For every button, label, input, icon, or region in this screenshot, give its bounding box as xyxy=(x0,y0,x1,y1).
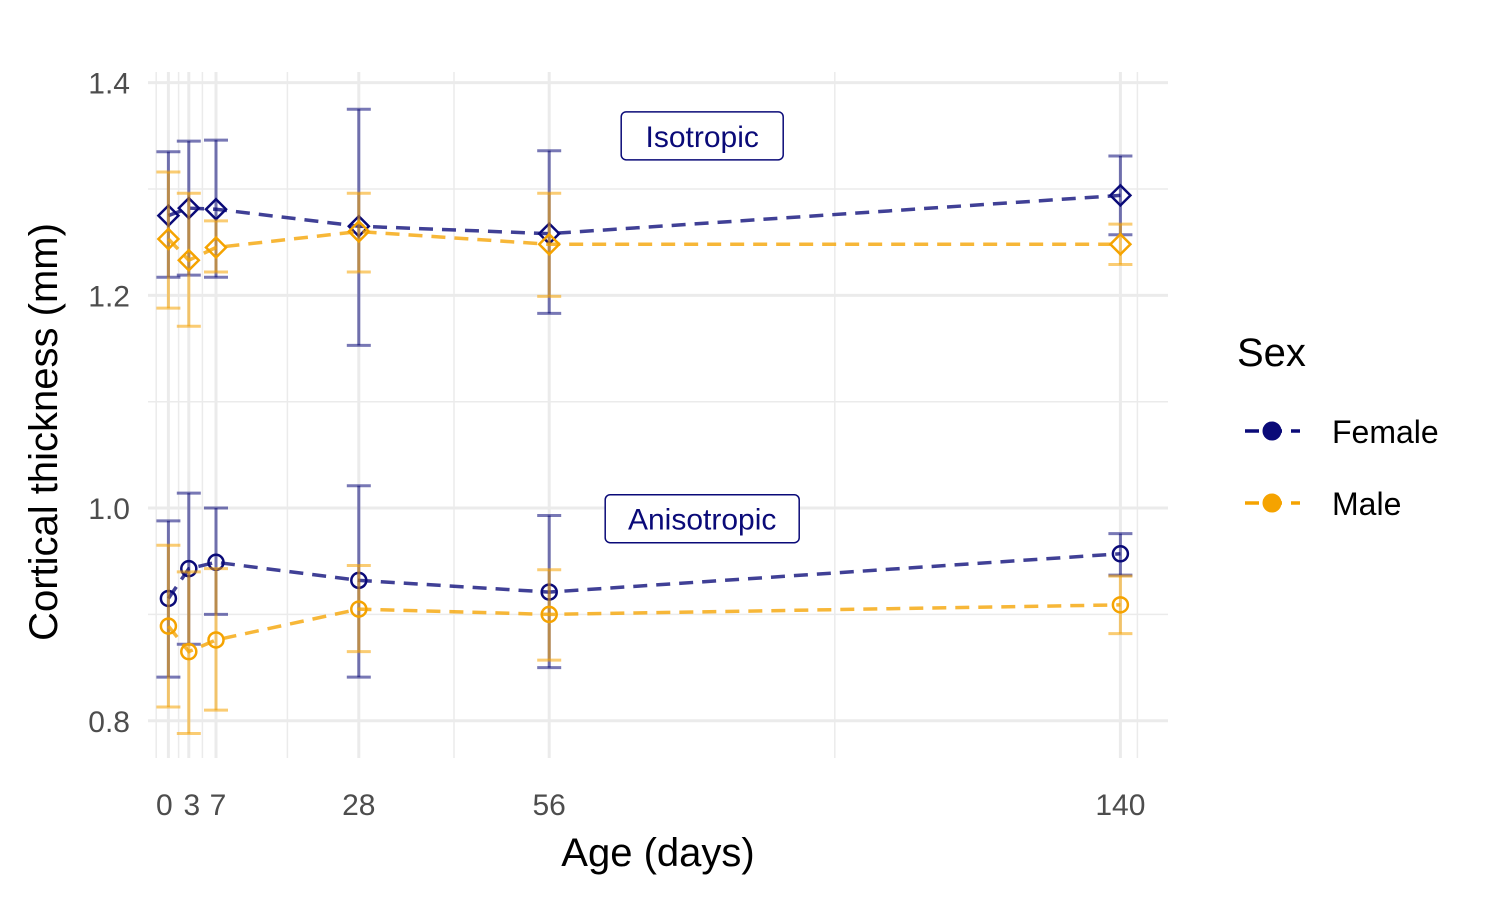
y-axis-title: Cortical thickness (mm) xyxy=(22,223,66,641)
data-point xyxy=(347,219,371,244)
series-line xyxy=(167,603,1121,654)
legend-title: Sex xyxy=(1237,331,1306,375)
legend-key-point xyxy=(1262,493,1282,513)
x-axis-title: Age (days) xyxy=(561,831,754,875)
data-point xyxy=(540,605,558,624)
y-tick-label: 1.4 xyxy=(88,68,130,101)
data-point xyxy=(156,227,181,251)
x-axis-ticks: 0 3 7 28 56 140 xyxy=(156,789,1145,822)
annotation-text: Isotropic xyxy=(646,121,759,154)
series-male-anisotropic xyxy=(156,543,1133,736)
data-point xyxy=(204,235,228,260)
data-point xyxy=(204,197,228,221)
legend-item-female: Female xyxy=(1245,414,1439,450)
series-male-isotropic xyxy=(156,170,1133,328)
y-tick-label: 1.2 xyxy=(88,280,130,313)
y-tick-label: 0.8 xyxy=(88,706,130,739)
legend-items: Female Male xyxy=(1245,414,1439,522)
x-tick-label: 3 xyxy=(183,789,200,822)
data-point xyxy=(1108,232,1133,257)
x-tick-label: 140 xyxy=(1095,789,1145,822)
legend-key-point xyxy=(1262,421,1282,441)
series-line xyxy=(166,552,1121,600)
plot-area xyxy=(156,107,1133,736)
data-point xyxy=(180,642,198,661)
data-point xyxy=(177,248,201,273)
data-point xyxy=(159,617,178,635)
data-point xyxy=(207,631,225,649)
annotations: Isotropic Anisotropic xyxy=(604,111,800,544)
y-axis-ticks: 0.8 1.0 1.2 1.4 xyxy=(88,68,130,739)
data-point xyxy=(1111,545,1130,563)
legend-label: Female xyxy=(1332,414,1439,450)
data-point xyxy=(350,600,368,618)
grid-lines xyxy=(148,72,1168,758)
annotation-text: Anisotropic xyxy=(628,504,776,537)
x-tick-label: 7 xyxy=(210,789,227,822)
x-tick-label: 56 xyxy=(533,789,566,822)
data-point xyxy=(1108,183,1133,208)
series-line xyxy=(167,229,1121,263)
legend: Sex Female Male xyxy=(1237,331,1439,522)
legend-item-male: Male xyxy=(1245,486,1401,522)
data-point xyxy=(1111,596,1130,614)
annotation-label: Isotropic xyxy=(620,111,784,161)
x-tick-label: 0 xyxy=(156,789,173,822)
annotation-box xyxy=(620,111,784,161)
legend-label: Male xyxy=(1332,486,1401,522)
annotation-label: Anisotropic xyxy=(604,493,800,544)
y-tick-label: 1.0 xyxy=(88,493,130,526)
annotation-box xyxy=(604,493,800,544)
series-line xyxy=(167,193,1121,236)
x-tick-label: 28 xyxy=(342,789,375,822)
data-point xyxy=(537,232,561,257)
